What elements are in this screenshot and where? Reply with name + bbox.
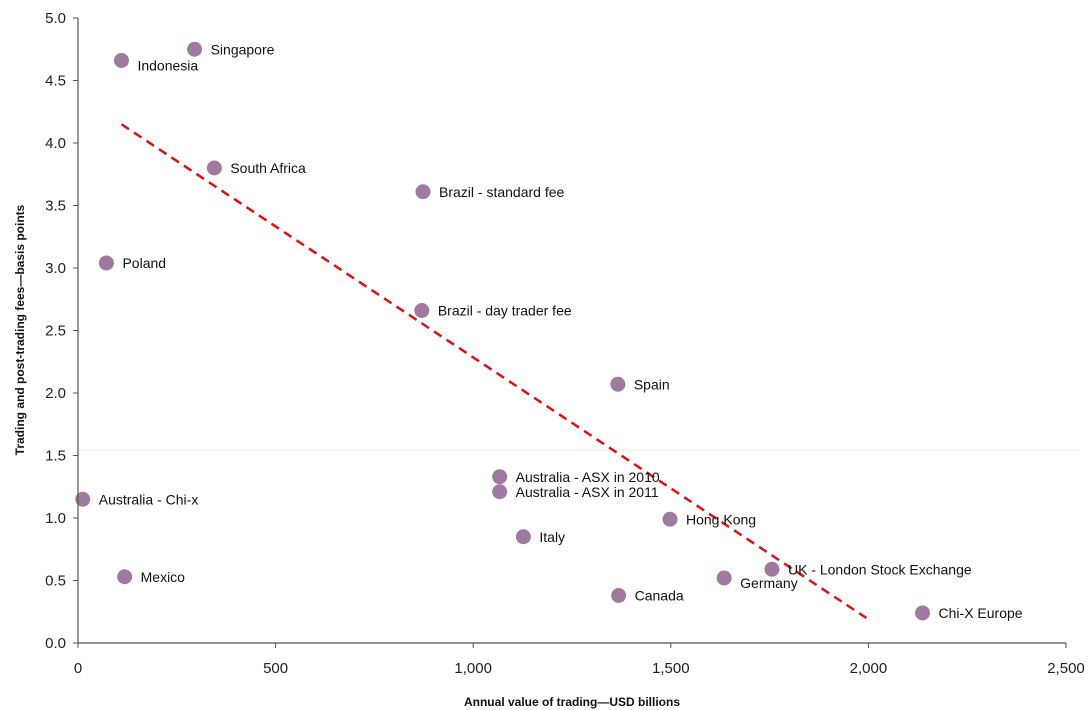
data-label: Indonesia <box>137 58 198 74</box>
x-tick-label: 1,500 <box>652 660 690 677</box>
x-tick-label: 2,000 <box>850 660 888 677</box>
data-point <box>187 41 203 57</box>
point-labels-layer: Singapore Indonesia South Africa Brazil - s… <box>99 41 1023 621</box>
data-label: Spain <box>634 376 670 392</box>
data-point <box>414 303 430 318</box>
data-point <box>75 491 91 507</box>
x-tick-label: 1,000 <box>454 660 492 677</box>
data-label: UK - London Stock Exchange <box>788 561 972 577</box>
data-point <box>662 511 678 527</box>
x-ticks: 0 500 1,000 1,500 2,000 2,500 <box>74 643 1085 677</box>
data-label: South Africa <box>230 160 306 176</box>
data-point <box>415 184 431 200</box>
y-tick-label: 3.5 <box>45 198 66 215</box>
data-point <box>716 570 732 586</box>
data-label: Australia - ASX in 2010 <box>516 469 660 485</box>
x-axis-title: Annual value of trading—USD billions <box>464 695 680 709</box>
data-label: Australia - Chi-x <box>99 491 199 507</box>
data-point <box>492 484 508 500</box>
data-label: Italy <box>539 529 565 545</box>
y-axis-title: Trading and post-trading fees—basis poin… <box>13 204 27 455</box>
data-label: Chi-X Europe <box>939 605 1023 621</box>
x-tick-label: 0 <box>74 660 82 677</box>
data-label: Hong Kong <box>686 511 756 527</box>
data-label: Mexico <box>141 569 186 585</box>
data-point <box>915 605 931 621</box>
y-tick-label: 2.5 <box>45 323 66 340</box>
y-tick-label: 4.5 <box>45 73 66 90</box>
y-tick-label: 1.5 <box>45 448 66 465</box>
data-label: Canada <box>635 588 684 604</box>
data-point <box>610 376 626 392</box>
y-tick-label: 0.0 <box>45 635 66 652</box>
data-label: Poland <box>122 255 166 271</box>
y-tick-label: 3.0 <box>45 260 66 277</box>
x-tick-label: 2,500 <box>1047 660 1085 677</box>
y-ticks: 0.0 0.5 1.0 1.5 2.0 2.5 3.0 3.5 4.0 4.5 5.0 <box>45 10 78 652</box>
data-point <box>492 469 508 485</box>
data-label: Germany <box>740 575 798 591</box>
y-tick-label: 4.0 <box>45 135 66 152</box>
data-label: Australia - ASX in 2011 <box>516 484 659 500</box>
data-label: Brazil - standard fee <box>439 184 564 200</box>
y-tick-label: 1.0 <box>45 510 66 527</box>
y-tick-label: 0.5 <box>45 573 66 590</box>
data-point <box>515 529 531 545</box>
data-label: Singapore <box>211 41 275 57</box>
data-points-layer <box>75 41 931 621</box>
y-tick-label: 2.0 <box>45 385 66 402</box>
data-point <box>117 569 133 585</box>
x-tick-label: 500 <box>263 660 288 677</box>
y-tick-label: 5.0 <box>45 10 66 27</box>
data-point <box>98 255 114 271</box>
data-point <box>113 53 129 68</box>
data-point <box>764 561 780 577</box>
data-point <box>206 160 222 176</box>
data-point <box>611 588 627 603</box>
data-label: Brazil - day trader fee <box>438 303 572 319</box>
